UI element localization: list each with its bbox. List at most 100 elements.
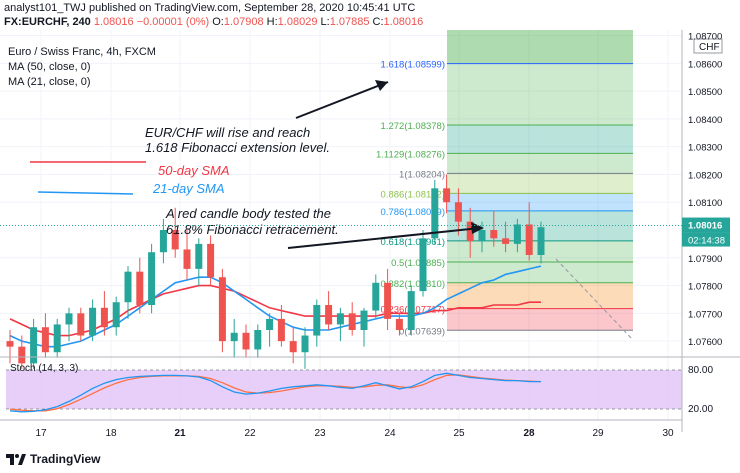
candle-body [159,230,167,253]
fib-zone [447,63,633,125]
candle-body [325,305,333,325]
price-change: −0.00001 (0%) [136,16,210,28]
stoch-lines [9,372,542,413]
candle-body [336,313,344,325]
annotation-rise-line1: EUR/CHF will rise and reach [145,125,310,140]
candle-body [171,230,179,250]
candle-body [525,224,533,255]
candle-body [183,249,191,269]
stoch-d-line [9,374,542,412]
fib-level-label: 0.786(1.08069) [381,207,445,218]
stoch-band [6,370,682,409]
price-tick-label: 1.07600 [688,337,722,348]
candle-body [454,202,462,222]
fib-zone-top [447,30,633,64]
candle-body [30,327,38,364]
currency-label: CHF [699,42,720,53]
time-axis[interactable]: 17 18 21 22 23 24 25 28 29 30 [0,419,682,439]
fib-level-label: 0.382(1.07810) [381,279,445,290]
test-arrow-head [471,222,484,234]
candle-body [89,307,97,336]
candle-body [502,238,510,244]
time-tick-label: 30 [662,428,674,439]
candle-body [372,282,380,311]
candle-body [148,252,156,305]
price-tick-label: 1.07800 [688,282,722,293]
candle-body [53,324,61,353]
fib-level-label: 0.886(1.08132) [381,189,445,200]
open-label: O: [212,16,224,28]
time-tick-label: 18 [105,428,117,439]
test-arrow-line [287,227,481,249]
time-tick-label: 24 [384,428,396,439]
time-tick-label: 22 [244,428,256,439]
candle-body [490,230,498,239]
annotation-sma21: 21-day SMA [152,181,225,196]
fib-level-label: 1.1129(1.08276) [376,149,445,160]
price-axis[interactable]: CHF 1.08700 1.08600 1.08500 1.08400 1.08300 1… [0,30,730,432]
ma50-line [9,284,541,337]
symbol-ohlc-bar: FX:EURCHF, 240 1.08016 −0.00001 (0%) O: 1… [4,16,423,28]
last-price: 1.08016 [93,16,134,28]
high-value: 1.08029 [277,16,318,28]
sma21-swatch [37,191,134,195]
price-tick-label: 1.08200 [688,170,722,181]
candle-body [395,318,403,330]
rise-arrow-head [375,80,388,91]
price-tick-label: 1.08400 [688,115,722,126]
candle-body [466,221,474,242]
candle-body [77,313,85,336]
time-tick-label: 17 [35,428,47,439]
annotation-rise-line2: 1.618 Fibonacci extension level. [145,140,330,155]
fib-zone [447,173,633,194]
current-price-label: 1.08016 [688,221,722,232]
candle-body [230,332,238,342]
legend-ma21: MA (21, close, 0) [8,76,91,88]
stoch-label: Stoch (14, 3, 3) [10,363,78,374]
countdown-label: 02:14:38 [688,236,725,247]
fib-level-label: 1.618(1.08599) [381,60,445,71]
close-value: 1.08016 [383,16,424,28]
candle-body [100,307,108,328]
tradingview-brand: TradingView [30,452,101,466]
price-tick-label: 1.07900 [688,254,722,265]
projection-dashed-line [555,258,634,341]
annotation-tested-line1: A red candle body tested the [165,206,331,221]
low-label: L: [320,16,330,28]
candle-body [384,282,392,319]
candle-body [207,243,215,278]
candle-body [266,318,274,330]
candle-body [289,341,297,353]
fib-level-label: 0.618(1.07961) [381,237,445,248]
price-tick-label: 1.08600 [688,59,722,70]
annotation-sma50: 50-day SMA [158,163,230,178]
ma21-line [9,265,542,348]
fib-level-label: 1.272(1.08378) [381,121,445,132]
price-tick-label: 1.08700 [688,32,722,43]
symbol-label[interactable]: FX:EURCHF, 240 [4,16,91,28]
rise-arrow-line [295,81,389,119]
candle-body [254,330,262,350]
tradingview-logo[interactable]: TradingView [6,452,100,466]
stoch-upper-tick: 80.00 [688,365,713,376]
currency-badge [693,38,723,54]
stoch-pane: Stoch (14, 3, 3) 80.00 20.00 [0,356,740,415]
candle-body [360,310,368,330]
stoch-lower-tick: 20.00 [688,404,713,415]
legend-title: Euro / Swiss Franc, 4h, FXCM [8,46,156,58]
fib-zone [447,282,633,309]
fib-level-label: 1(1.08204) [399,169,445,180]
candle-body [313,305,321,336]
candle-body [478,230,486,242]
price-tick-label: 1.08500 [688,87,722,98]
time-tick-label: 21 [174,428,186,439]
tradingview-logo-icon [6,454,26,465]
time-tick-label: 28 [523,428,535,439]
fib-level-label: 0.5(1.07885) [391,258,445,269]
candle-body [537,227,545,255]
candle-body [431,188,439,239]
candle-body [242,332,250,350]
candle-body [348,313,356,330]
candle-body [195,243,203,269]
